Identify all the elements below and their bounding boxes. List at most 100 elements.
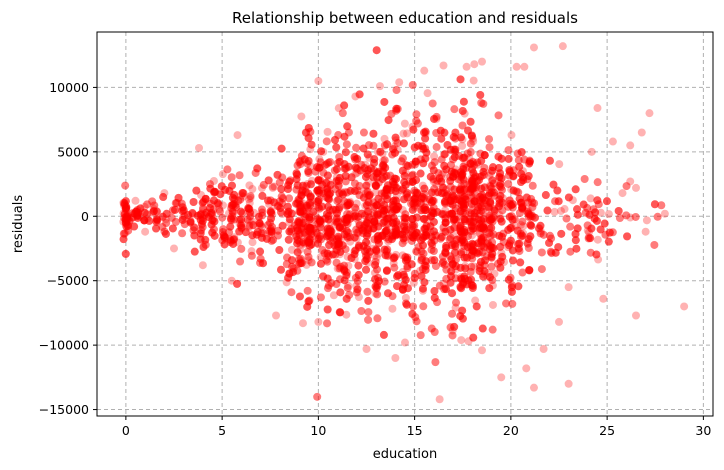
- data-point: [351, 169, 360, 178]
- data-point: [494, 259, 502, 268]
- data-point: [340, 160, 349, 169]
- data-point: [158, 212, 167, 221]
- data-point: [304, 134, 313, 143]
- data-point: [128, 213, 137, 222]
- data-point: [449, 239, 458, 248]
- data-point: [411, 194, 420, 203]
- data-point: [391, 136, 400, 145]
- data-point: [518, 167, 527, 176]
- data-point: [282, 208, 291, 217]
- data-point: [121, 181, 130, 190]
- data-point: [363, 251, 372, 260]
- data-point: [650, 240, 659, 249]
- data-point: [541, 191, 550, 200]
- data-point: [206, 211, 215, 220]
- data-point: [277, 192, 286, 201]
- data-point: [383, 185, 392, 194]
- data-point: [605, 228, 614, 237]
- data-point: [398, 285, 407, 294]
- data-point: [196, 216, 205, 224]
- data-point: [306, 235, 315, 244]
- data-point: [413, 189, 422, 198]
- data-point: [470, 197, 479, 206]
- data-point: [373, 314, 382, 323]
- y-tick-label: −10000: [39, 338, 89, 353]
- data-point: [398, 267, 407, 276]
- data-point: [383, 190, 392, 199]
- data-point: [457, 275, 466, 284]
- data-point: [475, 229, 484, 238]
- chart-title: Relationship between education and resid…: [232, 9, 578, 27]
- data-point: [276, 208, 285, 217]
- data-point: [178, 229, 187, 238]
- data-point: [325, 225, 334, 234]
- data-point: [420, 203, 429, 212]
- data-point: [227, 181, 236, 190]
- data-point: [278, 221, 287, 230]
- data-point: [140, 202, 149, 211]
- data-point: [267, 227, 276, 236]
- data-point: [323, 248, 332, 257]
- data-point: [285, 227, 294, 236]
- data-point: [361, 257, 370, 266]
- data-point: [442, 274, 451, 283]
- data-point: [479, 233, 488, 242]
- data-point: [268, 210, 277, 219]
- data-point: [429, 203, 438, 212]
- y-tick-label: −15000: [39, 402, 89, 417]
- data-point: [408, 205, 417, 214]
- data-point: [314, 196, 323, 205]
- data-point: [372, 245, 381, 254]
- data-point: [419, 194, 428, 203]
- data-point: [408, 309, 417, 318]
- data-point: [275, 197, 284, 206]
- data-point: [579, 200, 588, 209]
- data-point: [270, 198, 279, 207]
- data-point: [378, 219, 387, 228]
- data-point: [392, 106, 401, 115]
- data-point: [378, 231, 387, 240]
- data-point: [378, 206, 387, 215]
- data-point: [526, 232, 535, 241]
- data-point: [295, 218, 304, 227]
- data-point: [446, 145, 455, 154]
- data-point: [450, 105, 459, 114]
- data-point: [322, 232, 331, 241]
- data-point: [244, 204, 253, 213]
- data-point: [593, 196, 602, 205]
- data-point: [421, 224, 430, 233]
- data-point: [485, 273, 494, 282]
- data-point: [497, 249, 506, 258]
- data-point: [571, 230, 580, 239]
- data-point: [390, 263, 399, 272]
- data-point: [227, 173, 236, 182]
- data-point: [457, 274, 466, 283]
- data-point: [401, 275, 410, 284]
- data-point: [210, 231, 219, 240]
- data-point: [418, 233, 427, 242]
- data-point: [465, 154, 474, 163]
- data-point: [527, 221, 536, 230]
- data-point: [528, 212, 537, 221]
- data-point: [566, 247, 575, 256]
- data-point: [614, 206, 623, 215]
- data-point: [353, 285, 362, 294]
- data-point: [378, 149, 387, 158]
- data-point: [306, 192, 315, 201]
- data-point: [121, 217, 130, 226]
- data-point: [560, 205, 569, 214]
- data-point: [456, 133, 465, 142]
- data-point: [362, 265, 371, 274]
- data-point: [545, 238, 554, 247]
- data-point: [220, 233, 229, 242]
- data-point: [354, 229, 363, 238]
- data-point: [427, 161, 436, 170]
- data-point: [230, 190, 239, 199]
- data-point: [458, 106, 467, 115]
- data-point: [362, 181, 371, 190]
- data-point: [372, 46, 381, 55]
- data-point: [362, 231, 371, 240]
- data-point: [375, 82, 384, 91]
- data-point: [403, 129, 412, 138]
- data-point: [266, 207, 275, 216]
